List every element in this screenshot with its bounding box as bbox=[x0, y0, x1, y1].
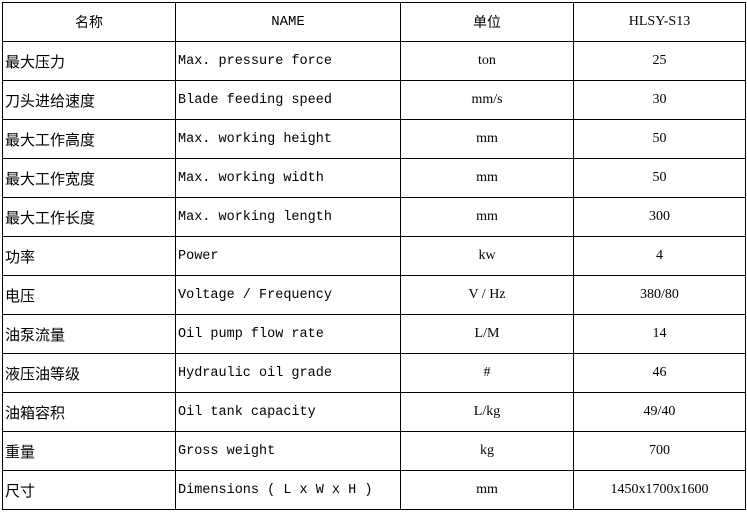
spec-row-cell: 重量 bbox=[2, 431, 176, 471]
spec-row-cell: 49/40 bbox=[573, 392, 746, 432]
spec-row-cell: Voltage / Frequency bbox=[175, 275, 401, 315]
spec-row-cell: ton bbox=[400, 41, 574, 81]
spec-row-cell: mm bbox=[400, 158, 574, 198]
spec-row: 最大工作宽度 Max. working width mm 50 bbox=[2, 158, 746, 198]
spec-row-cell: mm/s bbox=[400, 80, 574, 120]
spec-row-cell: kg bbox=[400, 431, 574, 471]
spec-row-cell: 最大压力 bbox=[2, 41, 176, 81]
spec-row-cell: Gross weight bbox=[175, 431, 401, 471]
spec-row-cell: Blade feeding speed bbox=[175, 80, 401, 120]
spec-row-cell: 50 bbox=[573, 158, 746, 198]
spec-row-cell: # bbox=[400, 353, 574, 393]
spec-row-cell: L/M bbox=[400, 314, 574, 354]
spec-row-cell: 300 bbox=[573, 197, 746, 237]
spec-row-cell: 25 bbox=[573, 41, 746, 81]
spec-row-cell: 油箱容积 bbox=[2, 392, 176, 432]
spec-row-cell: 刀头进给速度 bbox=[2, 80, 176, 120]
spec-row: 液压油等级 Hydraulic oil grade #46 bbox=[2, 353, 746, 393]
spec-row-cell: 46 bbox=[573, 353, 746, 393]
spec-row-cell: mm bbox=[400, 119, 574, 159]
header-row-cell: NAME bbox=[175, 2, 401, 42]
spec-row-cell: Max. pressure force bbox=[175, 41, 401, 81]
spec-row: 功率 Power kw 4 bbox=[2, 236, 746, 276]
spec-row-cell: 最大工作高度 bbox=[2, 119, 176, 159]
spec-row: 最大工作长度 Max. working length mm 300 bbox=[2, 197, 746, 237]
spec-row-cell: 电压 bbox=[2, 275, 176, 315]
header-row-cell: 名称 bbox=[2, 2, 176, 42]
spec-row-cell: Oil pump flow rate bbox=[175, 314, 401, 354]
spec-row-cell: Hydraulic oil grade bbox=[175, 353, 401, 393]
spec-row-cell: 油泵流量 bbox=[2, 314, 176, 354]
spec-row: 刀头进给速度 Blade feeding speed mm/s 30 bbox=[2, 80, 746, 120]
spec-row: 电压 Voltage / Frequency V / Hz 380/80 bbox=[2, 275, 746, 315]
spec-row: 最大工作高度 Max. working height mm 50 bbox=[2, 119, 746, 159]
spec-row-cell: 380/80 bbox=[573, 275, 746, 315]
spec-row-cell: 功率 bbox=[2, 236, 176, 276]
header-row-cell: HLSY-S13 bbox=[573, 2, 746, 42]
spec-row-cell: 4 bbox=[573, 236, 746, 276]
header-row: 名称 NAME 单位 HLSY-S13 bbox=[2, 2, 746, 42]
spec-row-cell: V / Hz bbox=[400, 275, 574, 315]
spec-row-cell: 尺寸 bbox=[2, 470, 176, 510]
spec-row-cell: kw bbox=[400, 236, 574, 276]
header-row-cell: 单位 bbox=[400, 2, 574, 42]
spec-row-cell: 30 bbox=[573, 80, 746, 120]
spec-row: 尺寸 Dimensions ( L x W x H ) mm 1450x1700x16… bbox=[2, 470, 746, 510]
spec-row-cell: Dimensions ( L x W x H ) bbox=[175, 470, 401, 510]
spec-row-cell: Max. working height bbox=[175, 119, 401, 159]
spec-row-cell: 最大工作宽度 bbox=[2, 158, 176, 198]
spec-row-cell: 50 bbox=[573, 119, 746, 159]
spec-row-cell: L/kg bbox=[400, 392, 574, 432]
spec-row-cell: Oil tank capacity bbox=[175, 392, 401, 432]
spec-row-cell: Power bbox=[175, 236, 401, 276]
spec-row: 油箱容积 Oil tank capacity L/kg 49/40 bbox=[2, 392, 746, 432]
spec-row-cell: 1450x1700x1600 bbox=[573, 470, 746, 510]
spec-row: 最大压力 Max. pressure force ton 25 bbox=[2, 41, 746, 81]
spec-row-cell: Max. working length bbox=[175, 197, 401, 237]
spec-row-cell: mm bbox=[400, 470, 574, 510]
spec-row-cell: 液压油等级 bbox=[2, 353, 176, 393]
spec-row: 重量 Gross weight kg 700 bbox=[2, 431, 746, 471]
spec-row-cell: mm bbox=[400, 197, 574, 237]
spec-row-cell: 14 bbox=[573, 314, 746, 354]
spec-row-cell: 700 bbox=[573, 431, 746, 471]
spec-row: 油泵流量 Oil pump flow rate L/M 14 bbox=[2, 314, 746, 354]
spec-row-cell: 最大工作长度 bbox=[2, 197, 176, 237]
spec-row-cell: Max. working width bbox=[175, 158, 401, 198]
